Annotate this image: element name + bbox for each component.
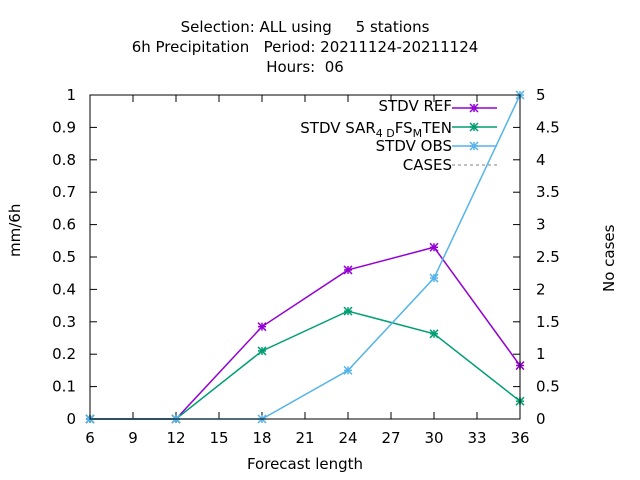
- data-point: [343, 365, 353, 375]
- legend-label-ref: STDV REF: [378, 97, 452, 115]
- y2-tick-label: 1.5: [536, 313, 560, 331]
- y-tick-label: 0.8: [52, 151, 76, 169]
- legend-label-sar-part2: FS: [394, 119, 413, 137]
- y2-tick-label: 2: [536, 280, 546, 298]
- legend-label-obs: STDV OBS: [375, 137, 452, 155]
- x-tick-label: 15: [209, 429, 228, 447]
- plot-frame: [89, 94, 521, 420]
- x-tick-label: 6: [85, 429, 95, 447]
- legend-label-sar-part3: TEN: [422, 119, 452, 137]
- x-tick-label: 12: [166, 429, 185, 447]
- y2-tick-label: 4: [536, 151, 546, 169]
- y2-axis-label: No cases: [600, 224, 618, 292]
- series-line-0: [90, 246, 521, 420]
- chart-title-line-2: 6h Precipitation Period: 20211124-202111…: [131, 38, 479, 56]
- x-tick-label: 9: [128, 429, 138, 447]
- y-tick-label: 0.9: [52, 118, 76, 136]
- legend-label-sar-sub1: 4 D: [375, 127, 395, 140]
- data-series: [85, 90, 525, 424]
- y2-tick-label: 2.5: [536, 248, 560, 266]
- y-tick-label: 0.4: [52, 280, 76, 298]
- y-axis-label: mm/6h: [6, 203, 24, 257]
- y2-tick-label: 3: [536, 216, 546, 234]
- x-tick-label: 27: [381, 429, 400, 447]
- data-point: [257, 346, 267, 356]
- legend-label-sar-part1: STDV SAR: [300, 119, 376, 137]
- data-point: [429, 273, 439, 283]
- y2-tick-label: 4.5: [536, 118, 560, 136]
- legend-sample-marker-1: [469, 122, 479, 132]
- legend-label-cases: CASES: [402, 156, 452, 174]
- x-tick-label: 21: [295, 429, 314, 447]
- x-tick-label: 36: [510, 429, 529, 447]
- axis-ticks: 0 0.1 0.2 0.3 0.4 0.5 0.6 0.7 0.8 0.9 1 0 0.5 1 1.5 2 2.…: [52, 86, 560, 447]
- y2-tick-label: 0: [536, 410, 546, 428]
- chart-title-line-3: Hours: 06: [266, 58, 344, 76]
- data-point: [429, 329, 439, 339]
- x-tick-label: 24: [338, 429, 357, 447]
- y-tick-label: 1: [66, 86, 76, 104]
- legend-sample-marker-2: [469, 141, 479, 151]
- y-tick-label: 0: [66, 410, 76, 428]
- y2-tick-label: 5: [536, 86, 546, 104]
- x-tick-label: 33: [467, 429, 486, 447]
- y-tick-label: 0.1: [52, 378, 76, 396]
- x-tick-label: 30: [424, 429, 443, 447]
- y-tick-label: 0.3: [52, 313, 76, 331]
- y-tick-label: 0.7: [52, 183, 76, 201]
- legend-sample-marker-0: [469, 103, 479, 113]
- data-point: [257, 322, 267, 332]
- legend-label-sar-sub2: M: [412, 127, 423, 140]
- y2-tick-label: 1: [536, 345, 546, 363]
- x-axis-label: Forecast length: [246, 455, 364, 473]
- y2-tick-label: 3.5: [536, 183, 560, 201]
- y-tick-label: 0.2: [52, 345, 76, 363]
- y-tick-label: 0.5: [52, 248, 76, 266]
- legend-label-sar: STDV SAR4 DFSMTEN: [300, 119, 452, 140]
- y-tick-label: 0.6: [52, 216, 76, 234]
- y2-tick-label: 0.5: [536, 378, 560, 396]
- legend-samples: [452, 103, 497, 166]
- data-point: [429, 242, 439, 252]
- x-tick-label: 18: [252, 429, 271, 447]
- series-line-1: [90, 310, 521, 420]
- data-point: [343, 265, 353, 275]
- series-line-2: [90, 94, 521, 420]
- chart-title-line-1: Selection: ALL using 5 stations: [180, 18, 430, 36]
- data-point: [343, 306, 353, 316]
